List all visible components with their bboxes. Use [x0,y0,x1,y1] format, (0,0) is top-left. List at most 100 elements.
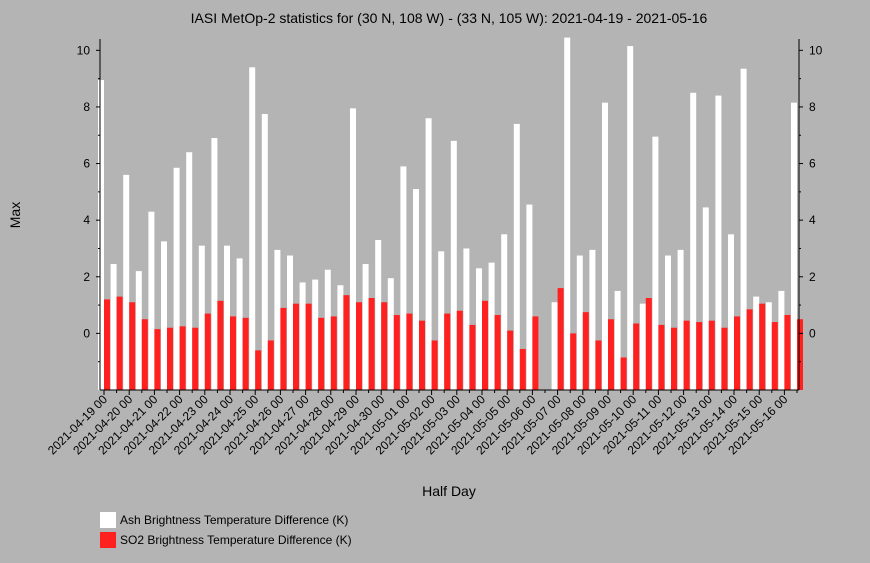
y-tick-label-left: 6 [83,157,90,171]
so2-bar [242,317,249,390]
ash-bar [513,123,520,391]
so2-bar [393,314,400,390]
so2-bar [507,330,514,390]
so2-bar [645,298,652,390]
x-axis-label: Half Day [422,483,476,499]
so2-bar [381,302,388,390]
ash-bar [526,204,533,390]
ash-bar [551,302,558,390]
ash-bar [476,268,482,390]
so2-bar [343,295,350,390]
ash-bar [740,68,747,390]
y-tick-label-left: 4 [83,213,90,227]
ash-bar [463,248,470,390]
so2-bar [746,309,753,390]
ash-bar [765,302,772,390]
so2-bar [406,313,413,390]
ash-bar [236,258,243,391]
so2-bar [267,340,274,390]
ash-bar [438,251,445,390]
so2-bar [318,317,325,390]
legend-swatch-so2 [100,532,116,548]
so2-bar [608,319,614,390]
so2-bar [141,319,148,390]
ash-bar [98,80,104,390]
so2-bar [620,357,627,390]
so2-bar [671,327,677,390]
so2-bar [759,303,766,390]
y-tick-label-left: 8 [83,100,90,114]
so2-bar [217,300,224,390]
ash-bar [274,249,281,390]
y-tick-label-left: 2 [83,270,90,284]
ash-bar [224,245,230,390]
so2-bar [356,302,362,390]
ash-bar [110,264,117,390]
so2-bar [557,288,564,390]
ash-bar [791,102,797,390]
y-tick-label-right: 4 [809,213,816,227]
y-tick-label-left: 0 [83,326,90,340]
so2-bar [519,348,526,390]
so2-bar [192,327,199,390]
so2-bar [582,312,589,390]
so2-bar [570,333,577,390]
ash-bar [161,241,167,390]
so2-bar [469,324,476,390]
y-axis-label: Max [7,202,23,228]
ash-bar [324,269,331,390]
ash-bar [652,136,659,390]
so2-bar [255,350,262,390]
so2-bar [444,313,451,390]
so2-bar [330,316,337,390]
so2-bar [154,329,161,390]
ash-bar [614,290,621,390]
so2-bar [708,320,715,390]
so2-bar [721,327,728,390]
ash-bar [425,118,432,390]
y-tick-label-right: 10 [809,43,823,57]
ash-bar [173,167,180,390]
legend-swatch-ash [100,512,116,528]
so2-bar [494,314,501,390]
ash-bar [677,249,684,390]
ash-bar [211,138,218,390]
y-tick-label-right: 8 [809,100,816,114]
y-tick-label-right: 6 [809,157,816,171]
so2-bar [204,313,211,390]
so2-bar [456,310,463,390]
so2-bar [683,320,690,390]
ash-bar [564,37,571,390]
so2-bar [104,299,110,390]
ash-bar [299,282,306,390]
so2-bar [305,303,312,390]
so2-bar [419,320,425,390]
ash-bar [778,290,785,390]
ash-bar [715,95,722,391]
so2-bar [633,323,640,390]
ash-bar [148,211,155,390]
so2-bar [532,316,539,390]
ash-bar [198,245,205,390]
so2-bar [784,314,791,390]
y-tick-label-left: 10 [77,43,91,57]
ash-bar [602,102,608,390]
ash-bar [186,152,193,390]
ash-bar [702,207,709,390]
ash-bar [350,108,356,390]
so2-bar [431,340,438,390]
so2-bar [696,322,703,390]
ash-bar [589,249,596,390]
y-tick-label-right: 2 [809,270,816,284]
ash-bar [627,46,634,390]
ash-bar [728,234,734,390]
ash-bar [362,264,369,390]
ash-bar [123,174,130,390]
so2-bar [280,307,287,390]
ash-bar [639,303,646,390]
so2-bar [179,326,186,390]
ash-bar [287,255,293,390]
legend-label-so2: SO2 Brightness Temperature Difference (K… [120,533,352,547]
so2-bar [230,316,236,390]
